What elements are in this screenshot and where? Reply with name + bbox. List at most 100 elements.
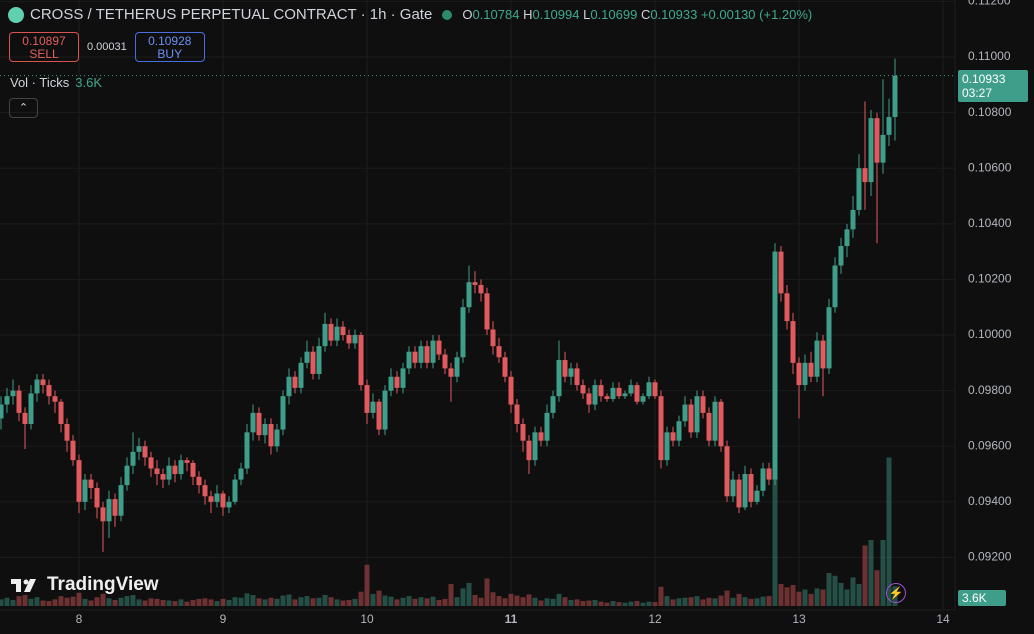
buy-button[interactable]: 0.10928 BUY [134,32,205,62]
spread: 0.00031 [87,41,127,53]
y-tick-label: 0.09600 [968,438,1012,452]
volume-bar [640,602,646,606]
volume-bar [574,599,580,606]
y-tick-label: 0.11200 [968,0,1011,8]
candle-body [640,396,646,402]
volume-bar [460,588,466,606]
volume-bar [676,598,682,606]
volume-bar [550,598,556,606]
volume-bar [304,596,310,606]
volume-bar [478,597,484,606]
high-label: H [523,7,533,22]
volume-bar [214,601,220,606]
candle-body [580,385,586,394]
y-tick-label: 0.10400 [968,216,1012,230]
y-tick-label: 0.10000 [968,327,1012,341]
candle-body [796,362,802,386]
candle-body [844,229,850,247]
last-price-label: 0.10933 03:27 [958,70,1028,102]
candle-body [238,468,244,480]
collapse-button[interactable]: ⌃ [9,98,38,118]
volume-bar [832,575,838,606]
volume-bar [490,592,496,606]
sell-button[interactable]: 0.10897 SELL [9,32,79,62]
change-value: +0.00130 (+1.20%) [700,7,813,22]
volume-bar [634,601,640,606]
volume-bar [190,599,196,606]
volume-bar [268,597,274,606]
candle-body [346,335,352,344]
volume-bar [298,597,304,606]
symbol-title[interactable]: CROSS / TETHERUS PERPETUAL CONTRACT · 1h… [30,6,433,23]
volume-bar [142,600,148,606]
volume-bar [862,545,868,606]
volume-bar [514,595,520,606]
volume-bar [322,595,328,606]
candle-body [280,396,286,430]
volume-bar [94,597,100,606]
candle-body [784,293,790,322]
volume-bar [364,564,370,606]
candle-body [190,462,196,477]
volume-bar [802,589,808,606]
volume-bar [238,597,244,606]
candle-body [202,485,208,497]
alert-icon[interactable]: ⚡ [886,583,906,603]
volume-bar [124,596,130,606]
volume-bar [88,600,94,606]
candle-body [832,265,838,308]
candle-body [262,423,268,436]
candle-body [46,385,52,397]
candle-body [298,362,304,388]
candle-body [442,354,448,369]
candle-body [724,446,730,497]
candle-body [154,468,160,475]
volume-bar [40,600,46,606]
volume-bar [724,590,730,606]
volume-bar [370,593,376,606]
x-tick-label: 9 [220,612,227,626]
volume-bar [352,598,358,606]
volume-bar [712,598,718,606]
volume-bar [112,599,118,606]
candle-body [760,468,766,491]
x-tick-label: 12 [648,612,662,626]
candle-body [172,465,178,475]
brand-name: TradingView [47,574,159,595]
volume-bar [466,582,472,606]
volume-bar [280,595,286,606]
candle-body [802,362,808,386]
candle-body [136,446,142,452]
volume-bar [436,599,442,606]
sell-label: SELL [29,47,59,61]
candle-body [0,404,4,419]
volume-bar [100,593,106,606]
candle-body [562,360,568,377]
candle-body [364,385,370,413]
volume-bar [886,457,892,606]
volume-bar [844,589,850,606]
candle-body [748,474,754,502]
y-tick-label: 0.10600 [968,160,1012,174]
volume-bar [586,600,592,606]
volume-bar [358,591,364,606]
candle-body [850,209,856,230]
volume-bar [754,598,760,606]
candle-body [196,476,202,486]
x-tick-label: 13 [792,612,806,626]
volume-bar [232,597,238,606]
volume-bar [820,589,826,606]
candle-body [586,393,592,405]
volume-bar [448,584,454,606]
volume-bar [382,595,388,606]
volume-bar [856,584,862,606]
candle-body [520,423,526,441]
volume-bar [688,597,694,606]
volume-bar [244,593,250,606]
candle-body [676,421,682,441]
volume-bar [34,597,40,606]
volume-bar [556,593,562,606]
volume-bar [136,599,142,606]
high-value: 0.10994 [532,7,580,22]
candle-body [544,412,550,441]
